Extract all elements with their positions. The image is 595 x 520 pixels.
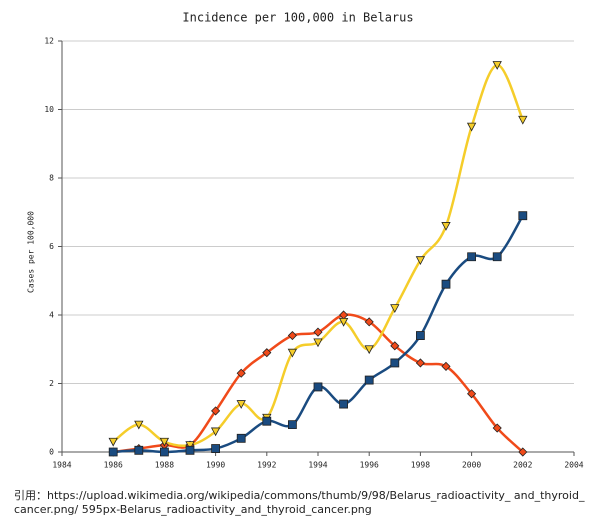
- x-tick-label: 1998: [411, 461, 430, 470]
- marker: [518, 115, 528, 125]
- marker: [364, 317, 374, 327]
- chart: Incidence per 100,000 in Belarus Cases p…: [27, 11, 584, 470]
- marker: [441, 279, 451, 289]
- marker: [211, 406, 221, 416]
- caption-line: 引用：https://upload.wikimedia.org/wikipedi…: [14, 489, 585, 502]
- x-tick-label: 1988: [155, 461, 174, 470]
- marker: [492, 423, 502, 433]
- x-tick-label: 2002: [513, 461, 532, 470]
- y-tick-label: 0: [49, 448, 54, 457]
- marker: [339, 310, 349, 320]
- marker: [364, 345, 374, 355]
- marker: [108, 437, 118, 447]
- marker: [313, 327, 323, 337]
- marker: [466, 122, 477, 132]
- x-tick-label: 1986: [104, 461, 123, 470]
- marker: [441, 361, 451, 371]
- marker: [390, 358, 400, 368]
- marker: [210, 427, 221, 437]
- marker: [185, 441, 195, 450]
- marker: [492, 61, 502, 70]
- marker: [467, 389, 477, 399]
- caption-line: cancer.png/ 595px-Belarus_radioactivity_…: [14, 503, 372, 516]
- x-tick-label: 1990: [206, 461, 225, 470]
- marker: [339, 399, 348, 409]
- marker: [211, 444, 220, 453]
- x-tick-label: 1996: [360, 461, 379, 470]
- marker: [159, 437, 170, 447]
- y-tick-label: 8: [49, 174, 54, 183]
- marker: [364, 375, 374, 385]
- marker: [313, 382, 323, 392]
- marker: [415, 358, 425, 368]
- marker: [390, 341, 400, 351]
- marker: [236, 400, 246, 409]
- marker: [236, 368, 246, 378]
- chart-title: Incidence per 100,000 in Belarus: [182, 11, 413, 25]
- marker: [287, 330, 297, 341]
- x-tick-label: 1994: [308, 461, 327, 470]
- marker: [160, 447, 169, 457]
- marker: [108, 447, 118, 457]
- y-tick-label: 2: [49, 379, 54, 388]
- marker: [467, 252, 476, 262]
- marker: [236, 433, 246, 443]
- marker: [416, 331, 425, 340]
- marker: [415, 256, 426, 266]
- marker: [390, 304, 400, 313]
- marker: [288, 420, 297, 429]
- y-tick-label: 12: [44, 37, 54, 46]
- marker: [134, 420, 144, 430]
- caption: 引用：https://upload.wikimedia.org/wikipedi…: [14, 489, 584, 517]
- marker: [338, 317, 349, 327]
- marker: [492, 252, 502, 262]
- x-tick-label: 1992: [257, 461, 276, 470]
- x-tick-label: 1984: [52, 461, 71, 470]
- marker: [313, 338, 323, 348]
- marker: [287, 348, 298, 358]
- marker: [441, 222, 451, 231]
- marker: [262, 348, 272, 358]
- marker: [518, 211, 528, 221]
- marker: [185, 445, 195, 455]
- x-tick-label: 2000: [462, 461, 481, 470]
- marker: [262, 416, 272, 426]
- x-tick-label: 2004: [564, 461, 583, 470]
- marker: [134, 445, 144, 455]
- y-tick-label: 4: [49, 311, 54, 320]
- y-tick-label: 6: [49, 242, 54, 251]
- marker: [518, 447, 528, 457]
- y-axis-label: Cases per 100,000: [27, 211, 36, 293]
- y-tick-label: 10: [44, 105, 54, 114]
